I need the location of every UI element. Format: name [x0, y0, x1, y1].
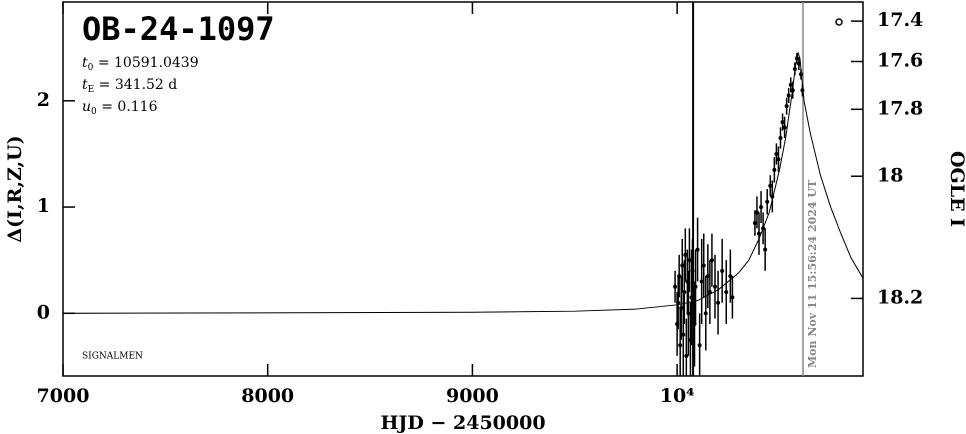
data-point [759, 205, 764, 210]
data-point [678, 343, 683, 348]
data-point [768, 183, 773, 188]
data-point [720, 268, 725, 273]
data-point [765, 199, 770, 204]
data-point [776, 157, 781, 162]
data-point [707, 290, 712, 295]
data-point [677, 274, 682, 279]
data-point [673, 284, 678, 289]
data-point [693, 284, 698, 289]
data-point [724, 290, 729, 295]
data-point [680, 263, 685, 268]
data-point [782, 125, 787, 130]
data-point [786, 93, 791, 98]
plot-frame [62, 1, 864, 377]
data-point [697, 343, 702, 348]
data-point [701, 263, 706, 268]
credit: SIGNALMEN [82, 352, 143, 362]
x-tick-label: 10⁴ [660, 385, 695, 407]
data-point [788, 82, 793, 87]
data-point [695, 247, 700, 252]
data-point [716, 300, 721, 305]
parameter: tE = 341.52 d [82, 77, 177, 95]
data-point [687, 258, 692, 263]
y-axis-label: Δ(I,R,Z,U) [4, 135, 26, 242]
data-point [794, 56, 799, 61]
data-point [709, 258, 714, 263]
data-point [757, 231, 762, 236]
data-point [699, 279, 704, 284]
data-point [703, 311, 708, 316]
data-point [728, 274, 733, 279]
data-point [676, 300, 681, 305]
data-point [798, 72, 803, 77]
y2-tick-label: 18.2 [877, 286, 923, 308]
y-tick-label: 2 [37, 89, 50, 111]
x-tick-label: 8000 [241, 385, 294, 407]
data-point [784, 104, 789, 109]
data-point [778, 136, 783, 140]
x-tick-label: 7000 [37, 385, 90, 407]
y-tick-label: 1 [37, 195, 50, 217]
y-tick-label: 0 [37, 301, 50, 323]
status-circle [835, 18, 843, 26]
data-point [754, 210, 759, 215]
data-point [730, 295, 735, 300]
data-point [684, 353, 689, 358]
data-point [763, 247, 768, 252]
date-annotation: Mon Nov 11 15:56:24 2024 UT [806, 179, 819, 368]
data-point [679, 306, 684, 310]
y2-tick-label: 18 [877, 164, 903, 186]
y2-tick-label: 17.6 [877, 50, 923, 72]
data-point [772, 167, 777, 172]
data-point [712, 284, 717, 289]
data-point [774, 151, 779, 156]
data-point [770, 194, 775, 199]
chart-title: OB-24-1097 [82, 10, 275, 48]
data-point [792, 66, 797, 71]
parameter: u0 = 0.116 [82, 99, 158, 117]
plot-area [63, 2, 863, 376]
data-point [800, 88, 805, 93]
data-point [705, 274, 710, 279]
data-point [796, 61, 801, 66]
data-point [752, 221, 757, 225]
data-point [682, 290, 687, 295]
y2-tick-label: 17.8 [877, 97, 923, 119]
data-point [690, 268, 695, 273]
parameter: t0 = 10591.0439 [82, 55, 199, 73]
data-point [790, 88, 795, 93]
model-curve [63, 51, 863, 314]
y2-axis-label: OGLE I [946, 151, 966, 227]
data-point [780, 120, 785, 125]
data-point [686, 311, 691, 316]
y2-tick-label: 17.4 [877, 9, 923, 31]
data-point [683, 252, 688, 257]
x-tick-label: 9000 [446, 385, 499, 407]
data-point [681, 332, 686, 337]
x-axis-label: HJD − 2450000 [380, 412, 545, 434]
data-point [761, 226, 766, 231]
